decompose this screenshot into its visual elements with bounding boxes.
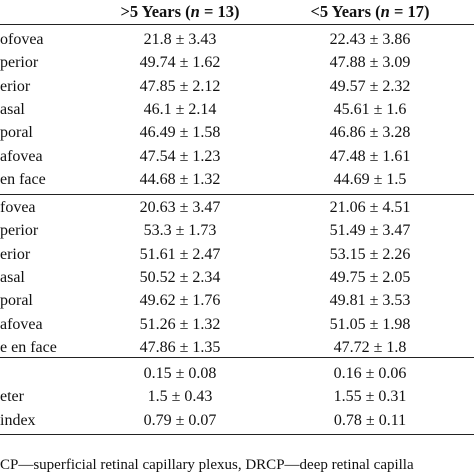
- table-row: erior 47.85 ± 2.12 49.57 ± 2.32: [0, 75, 474, 98]
- table-row: asal 50.52 ± 2.34 49.75 ± 2.05: [0, 266, 474, 289]
- section-divider-2: [0, 357, 474, 358]
- cell-over-5-years: 51.26 ± 1.32: [139, 315, 221, 333]
- cell-over-5-years: 47.85 ± 2.12: [139, 77, 221, 95]
- cell-under-5-years: 1.55 ± 0.31: [333, 388, 407, 406]
- table-row: perior 49.74 ± 1.62 47.88 ± 3.09: [0, 51, 474, 74]
- table-row: 0.15 ± 0.08 0.16 ± 0.06: [0, 362, 474, 385]
- cell-under-5-years: 45.61 ± 1.6: [333, 100, 407, 118]
- table-row: afovea 47.54 ± 1.23 47.48 ± 1.61: [0, 145, 474, 168]
- row-label: e en face: [0, 338, 57, 356]
- cell-under-5-years: 21.06 ± 4.51: [329, 199, 411, 216]
- cell-over-5-years: 0.15 ± 0.08: [143, 365, 217, 382]
- row-label: poral: [0, 292, 33, 310]
- row-label: afovea: [0, 147, 43, 165]
- cell-over-5-years: 47.54 ± 1.23: [139, 147, 221, 165]
- row-label: perior: [0, 222, 39, 240]
- column-header-under-5-years: <5 Years (n = 17): [310, 2, 430, 21]
- cell-over-5-years: 51.61 ± 2.47: [139, 245, 221, 263]
- table-row: ofovea 21.8 ± 3.43 22.43 ± 3.86: [0, 28, 474, 51]
- row-label: erior: [0, 245, 31, 263]
- table-row: e en face 47.86 ± 1.35 47.72 ± 1.8: [0, 336, 474, 359]
- row-label: eter: [0, 388, 24, 406]
- cell-over-5-years: 46.1 ± 2.14: [143, 100, 217, 118]
- cell-over-5-years: 53.3 ± 1.73: [143, 222, 217, 240]
- row-label: ofovea: [0, 31, 44, 48]
- cell-over-5-years: 49.62 ± 1.76: [139, 292, 221, 310]
- table-row: erior 51.61 ± 2.47 53.15 ± 2.26: [0, 243, 474, 266]
- cell-over-5-years: 20.63 ± 3.47: [139, 199, 221, 216]
- cell-over-5-years: 49.74 ± 1.62: [139, 54, 221, 72]
- cell-over-5-years: 1.5 ± 0.43: [147, 388, 213, 406]
- row-label: perior: [0, 54, 39, 72]
- cell-under-5-years: 47.72 ± 1.8: [333, 338, 407, 356]
- table-row: poral 49.62 ± 1.76 49.81 ± 3.53: [0, 289, 474, 312]
- cell-under-5-years: 51.49 ± 3.47: [329, 222, 411, 240]
- table-row: fovea 20.63 ± 3.47 21.06 ± 4.51: [0, 196, 474, 219]
- cell-over-5-years: 0.79 ± 0.07: [143, 411, 217, 429]
- cell-under-5-years: 49.57 ± 2.32: [329, 77, 411, 95]
- table-row: en face 44.68 ± 1.32 44.69 ± 1.5: [0, 168, 474, 191]
- row-label: poral: [0, 124, 33, 142]
- table-row: afovea 51.26 ± 1.32 51.05 ± 1.98: [0, 313, 474, 336]
- cell-under-5-years: 47.48 ± 1.61: [329, 147, 411, 165]
- table-row: asal 46.1 ± 2.14 45.61 ± 1.6: [0, 98, 474, 121]
- column-header-over-5-years: >5 Years (n = 13): [120, 2, 240, 21]
- cell-over-5-years: 21.8 ± 3.43: [143, 31, 217, 48]
- cell-under-5-years: 0.16 ± 0.06: [333, 365, 407, 382]
- cell-over-5-years: 46.49 ± 1.58: [139, 124, 221, 142]
- table-row: perior 53.3 ± 1.73 51.49 ± 3.47: [0, 219, 474, 242]
- table-bottom-rule: [0, 434, 474, 435]
- cell-under-5-years: 49.75 ± 2.05: [329, 268, 411, 286]
- cell-under-5-years: 51.05 ± 1.98: [329, 315, 411, 333]
- cell-under-5-years: 0.78 ± 0.11: [333, 411, 407, 429]
- cell-over-5-years: 47.86 ± 1.35: [139, 338, 221, 356]
- row-label: en face: [0, 170, 46, 188]
- cell-over-5-years: 44.68 ± 1.32: [139, 170, 221, 188]
- cell-under-5-years: 49.81 ± 3.53: [329, 292, 411, 310]
- row-label: erior: [0, 77, 31, 95]
- cell-under-5-years: 22.43 ± 3.86: [329, 31, 411, 48]
- cell-over-5-years: 50.52 ± 2.34: [139, 268, 221, 286]
- table-row: eter 1.5 ± 0.43 1.55 ± 0.31: [0, 385, 474, 408]
- row-label: index: [0, 411, 36, 429]
- table-footnote: CP—superficial retinal capillary plexus,…: [0, 457, 414, 473]
- cell-under-5-years: 44.69 ± 1.5: [333, 170, 407, 188]
- row-label: afovea: [0, 315, 43, 333]
- table-row: index 0.79 ± 0.07 0.78 ± 0.11: [0, 409, 474, 432]
- table-row: poral 46.49 ± 1.58 46.86 ± 3.28: [0, 121, 474, 144]
- cell-under-5-years: 47.88 ± 3.09: [329, 54, 411, 72]
- section-divider-1: [0, 194, 474, 195]
- row-label: asal: [0, 100, 25, 118]
- row-label: asal: [0, 268, 25, 286]
- row-label: fovea: [0, 199, 36, 216]
- cell-under-5-years: 46.86 ± 3.28: [329, 124, 411, 142]
- header-rule: [0, 24, 474, 25]
- cell-under-5-years: 53.15 ± 2.26: [329, 245, 411, 263]
